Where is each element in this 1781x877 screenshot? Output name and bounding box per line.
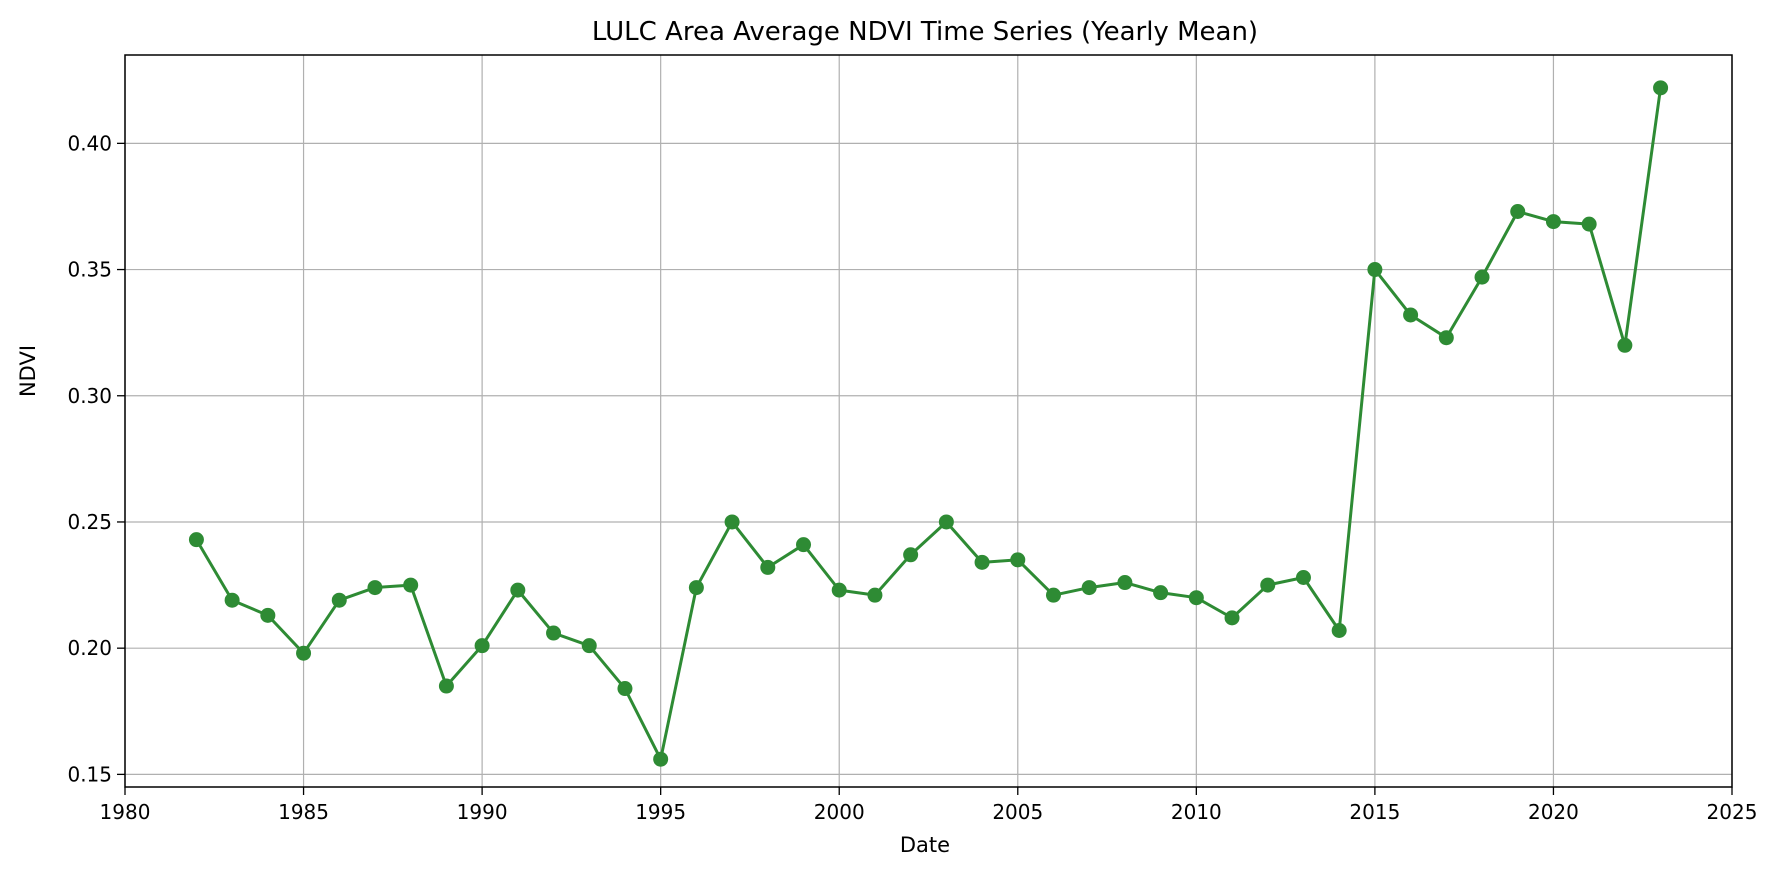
ndvi-data-point: [974, 554, 990, 570]
x-tick-label: 2025: [1707, 800, 1758, 824]
ndvi-data-point: [760, 559, 776, 575]
ndvi-data-point: [867, 587, 883, 603]
ndvi-data-point: [617, 681, 633, 697]
ndvi-data-point: [296, 645, 312, 661]
y-tick-label: 0.30: [67, 384, 112, 408]
x-tick-label: 1990: [457, 800, 508, 824]
ndvi-data-point: [1367, 262, 1383, 278]
ndvi-data-point: [1545, 214, 1561, 230]
ndvi-data-point: [1474, 269, 1490, 285]
ndvi-data-point: [796, 537, 812, 553]
ndvi-data-point: [1045, 587, 1061, 603]
x-tick-label: 1985: [278, 800, 329, 824]
ndvi-data-point: [1081, 580, 1097, 596]
x-axis: 1980 1985 1990 1995 2000 2005 2010 2015 2020 2025: [100, 787, 1758, 824]
ndvi-data-point: [581, 638, 597, 654]
ndvi-data-point: [1403, 307, 1419, 323]
ndvi-data-point: [403, 577, 419, 593]
ndvi-data-point: [724, 514, 740, 530]
ndvi-data-point: [1260, 577, 1276, 593]
series-layer: [188, 80, 1669, 767]
ndvi-data-point: [1188, 590, 1204, 606]
ndvi-data-point: [1331, 623, 1347, 639]
ndvi-data-point: [331, 592, 347, 608]
ndvi-data-point: [1010, 552, 1026, 568]
ndvi-data-point: [1295, 569, 1311, 585]
x-tick-label: 2020: [1528, 800, 1579, 824]
y-tick-label: 0.35: [67, 258, 112, 282]
ndvi-data-point: [1153, 585, 1169, 601]
ndvi-data-point: [260, 607, 276, 623]
x-tick-label: 2005: [992, 800, 1043, 824]
x-tick-label: 1980: [100, 800, 151, 824]
ndvi-data-point: [546, 625, 562, 641]
ndvi-data-point: [474, 638, 490, 654]
ndvi-data-point: [1581, 216, 1597, 232]
ndvi-data-point: [1438, 330, 1454, 346]
ndvi-data-point: [1653, 80, 1669, 96]
ndvi-data-point: [938, 514, 954, 530]
y-tick-label: 0.25: [67, 510, 112, 534]
ndvi-data-point: [688, 580, 704, 596]
x-tick-label: 2010: [1171, 800, 1222, 824]
plot-frame: [124, 54, 1733, 788]
ndvi-data-point: [1617, 337, 1633, 353]
ndvi-data-point: [367, 580, 383, 596]
ndvi-data-point: [510, 582, 526, 598]
y-tick-label: 0.40: [67, 131, 112, 155]
ndvi-data-point: [1117, 575, 1133, 591]
y-axis-label: NDVI: [16, 345, 40, 397]
x-axis-label: Date: [900, 833, 950, 857]
x-tick-label: 2000: [814, 800, 865, 824]
grid-lines: [124, 55, 1733, 787]
ndvi-data-point: [188, 532, 204, 548]
y-tick-label: 0.15: [67, 762, 112, 786]
ndvi-data-point: [653, 751, 669, 767]
ndvi-data-point: [903, 547, 919, 563]
ndvi-data-point: [1224, 610, 1240, 626]
ndvi-data-point: [1510, 203, 1526, 219]
y-axis: 0.15 0.20 0.25 0.30 0.35 0.40: [67, 131, 125, 786]
ndvi-data-point: [438, 678, 454, 694]
ndvi-data-point: [224, 592, 240, 608]
x-tick-label: 1995: [635, 800, 686, 824]
chart-title: LULC Area Average NDVI Time Series (Year…: [592, 17, 1258, 47]
x-tick-label: 2015: [1349, 800, 1400, 824]
ndvi-data-point: [831, 582, 847, 598]
y-tick-label: 0.20: [67, 636, 112, 660]
